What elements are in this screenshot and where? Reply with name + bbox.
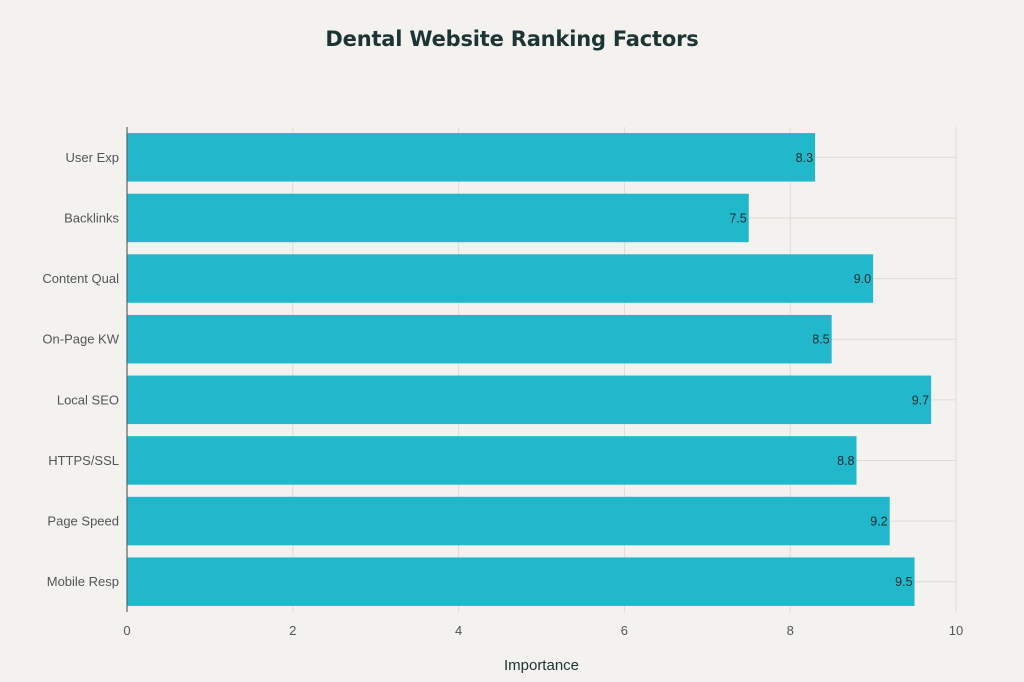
bar-value-label: 9.7 (912, 393, 929, 407)
bar (127, 557, 915, 606)
x-tick-label: 0 (123, 623, 130, 638)
y-tick-label: Backlinks (64, 210, 119, 225)
chart-title: Dental Website Ranking Factors (325, 27, 699, 51)
bar (127, 193, 749, 243)
x-tick-label: 8 (787, 623, 794, 638)
x-tick-label: 10 (949, 623, 963, 638)
bar (127, 375, 932, 425)
y-tick-label: HTTPS/SSL (48, 453, 119, 468)
y-tick-label: Mobile Resp (47, 574, 119, 589)
bar-value-label: 9.5 (895, 575, 912, 589)
bar (127, 254, 874, 303)
labels: 8.3 User Exp 7.5 Backlinks 9.0 Content Qual 8.… (42, 150, 963, 638)
y-tick-label: User Exp (66, 150, 119, 165)
bar (127, 496, 890, 546)
bars (127, 133, 932, 606)
bar (127, 436, 857, 485)
bar-value-label: 8.5 (812, 333, 829, 347)
x-tick-label: 6 (621, 623, 628, 638)
bar-value-label: 7.5 (729, 211, 746, 225)
bar-value-label: 8.8 (837, 454, 854, 468)
bar-value-label: 8.3 (796, 151, 813, 165)
x-axis-title: Importance (504, 657, 579, 674)
x-tick-label: 2 (289, 623, 296, 638)
y-tick-label: Page Speed (47, 514, 119, 529)
bar-value-label: 9.2 (870, 515, 887, 529)
y-tick-label: On-Page KW (42, 332, 119, 347)
bar (127, 133, 816, 182)
x-tick-label: 4 (455, 623, 462, 638)
bar-value-label: 9.0 (854, 272, 871, 286)
bar (127, 314, 832, 364)
y-tick-label: Local SEO (57, 392, 119, 407)
y-tick-label: Content Qual (42, 271, 119, 286)
